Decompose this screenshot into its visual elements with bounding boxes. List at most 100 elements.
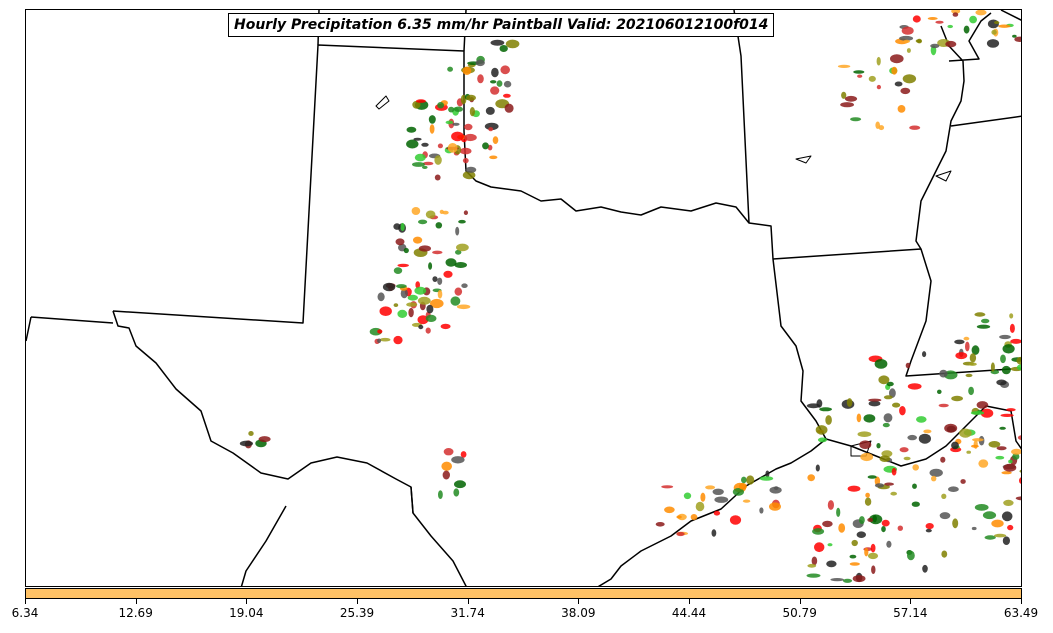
paintball-blob — [1015, 496, 1021, 501]
paintball-blob — [655, 522, 665, 527]
paintball-blob — [891, 66, 898, 75]
paintball-blob — [922, 564, 928, 573]
paintball-blob — [935, 20, 944, 24]
paintball-blob — [827, 500, 835, 510]
paintball-blob — [403, 247, 409, 254]
paintball-blob — [894, 81, 903, 87]
paintball-blob — [490, 80, 497, 84]
paintball-blob — [876, 56, 881, 66]
paintball-blob — [411, 207, 421, 215]
paintball-blob — [963, 336, 970, 341]
paintball-blob — [996, 379, 1007, 386]
paintball-blob — [884, 482, 894, 486]
paintball-blob — [911, 501, 920, 507]
paintball-blob — [1002, 536, 1011, 545]
paintball-blob — [922, 351, 927, 358]
paintball-blob — [463, 210, 468, 215]
paintball-blob — [899, 406, 906, 416]
paintball-blob — [445, 120, 454, 125]
paintball-blob — [827, 543, 833, 547]
paintball-blob — [939, 369, 948, 378]
paintball-blob — [447, 66, 453, 72]
paintball-blob — [897, 105, 906, 113]
boundaries — [26, 10, 1021, 586]
paintball-blob — [429, 124, 435, 134]
paintball-blob — [907, 383, 922, 390]
paintball-blob — [1016, 364, 1021, 371]
paintball-blob — [443, 448, 454, 456]
paintball-blob — [425, 327, 431, 334]
paintball-blob — [937, 389, 942, 394]
paintball-blob — [408, 307, 414, 318]
paintball-blob — [432, 250, 443, 255]
lake-1 — [375, 95, 390, 110]
paintball-blob — [905, 362, 911, 369]
paintball-blob — [447, 143, 458, 153]
paintball-blob — [900, 87, 911, 95]
paintball-blob — [418, 245, 431, 252]
paintball-blob — [482, 142, 489, 150]
paintball-blob — [878, 375, 890, 385]
paintball-blob — [445, 258, 457, 267]
paintball-blob — [870, 543, 876, 553]
paintball-blob — [842, 578, 853, 583]
colorbar — [25, 588, 1022, 599]
paintball-blob — [864, 497, 872, 506]
paintball-blob — [891, 467, 897, 476]
paintball-blob — [239, 440, 253, 447]
colorbar-tick — [1021, 599, 1022, 604]
paintball-blob — [859, 440, 872, 450]
paintball-blob — [462, 66, 472, 76]
paintball-blob — [414, 286, 427, 295]
paintball-blob — [488, 127, 494, 132]
paintball-blob — [425, 314, 437, 322]
paintball-blob — [971, 444, 979, 448]
paintball-blob — [729, 515, 742, 525]
paintball-blob — [944, 423, 958, 433]
paintball-blob — [990, 362, 995, 372]
paintball-blob — [881, 519, 890, 527]
paintball-blob — [676, 515, 682, 519]
paintball-blob — [437, 277, 443, 285]
paintball-blob — [963, 25, 970, 34]
paintball-blob — [822, 520, 833, 528]
paintball-blob — [815, 425, 828, 435]
paintball-blob — [414, 153, 426, 162]
paintball-blob — [248, 431, 254, 436]
paintball-blob — [849, 554, 857, 559]
paintball-blob — [909, 125, 921, 130]
paintball-blob — [857, 74, 863, 78]
paintball-blob — [927, 17, 938, 20]
paintball-blob — [867, 475, 877, 479]
paintball-blob — [951, 10, 961, 14]
paintball-blob — [867, 552, 879, 560]
colorbar-tick — [25, 599, 26, 604]
paintball-blob — [454, 106, 463, 112]
paintball-blob — [969, 15, 977, 24]
paintball-blob — [695, 501, 705, 512]
paintball-blob — [811, 556, 818, 566]
arkansas-louisiana-border — [772, 10, 1021, 377]
colorbar-tick-label: 31.74 — [450, 606, 485, 620]
paintball-blob — [396, 284, 407, 289]
paintball-blob — [1014, 36, 1021, 42]
paintball-blob — [426, 304, 434, 314]
paintball-blob — [1012, 453, 1020, 460]
paintball-blob — [412, 162, 425, 167]
colorbar-tick — [467, 599, 469, 604]
paintball-blob — [1011, 448, 1021, 455]
paintball-blob — [379, 337, 391, 342]
paintball-blob — [916, 416, 927, 423]
colorbar-tick — [799, 599, 801, 604]
paintball-blob — [998, 24, 1011, 28]
paintball-blob — [994, 533, 1007, 538]
paintball-blob — [849, 562, 860, 566]
paintball-blob — [496, 80, 503, 87]
paintball-blob — [907, 550, 915, 561]
paintball-blob — [844, 95, 858, 102]
paintball-blob — [947, 24, 953, 29]
paintball-blob — [713, 510, 721, 516]
paintball-blob — [918, 433, 932, 444]
paintball-blob — [970, 411, 985, 415]
paintball-blob — [903, 456, 911, 461]
